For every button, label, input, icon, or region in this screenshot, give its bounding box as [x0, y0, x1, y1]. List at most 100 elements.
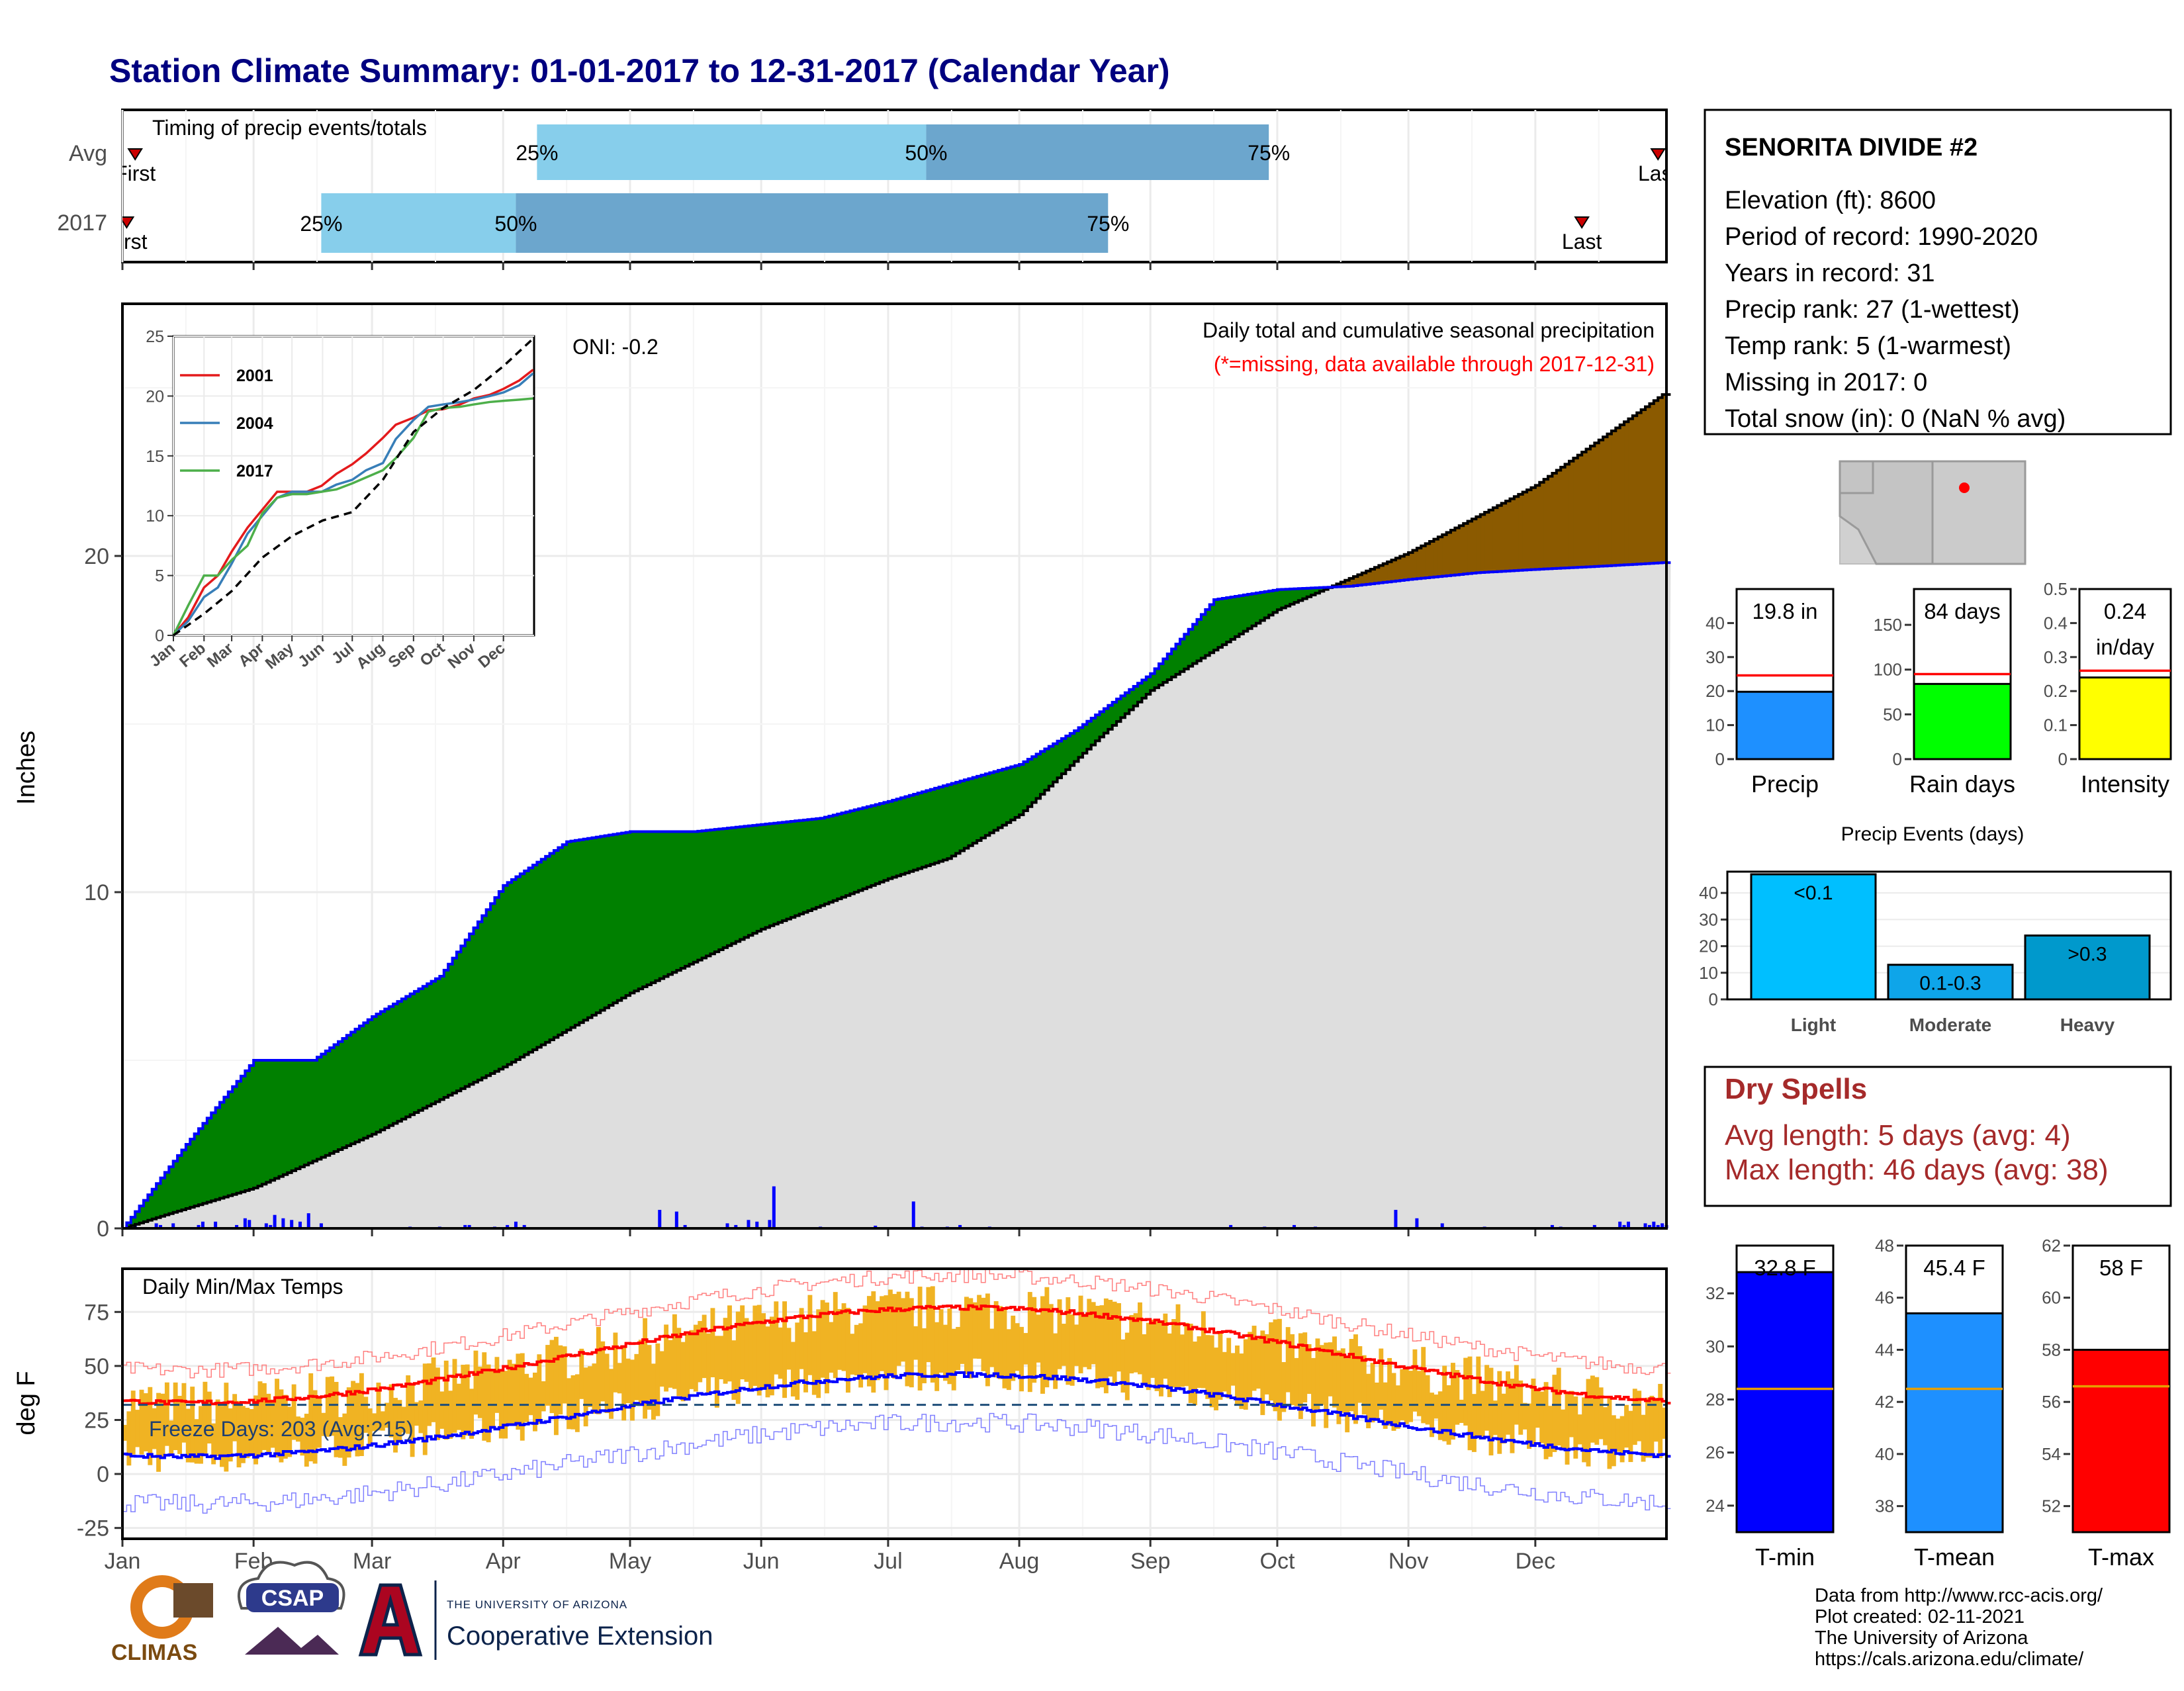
dry-spells-frame: [1704, 1066, 2172, 1207]
above-average-fill: [1167, 653, 1172, 680]
above-average-fill: [1082, 724, 1087, 754]
page-title: Station Climate Summary: 01-01-2017 to 1…: [109, 52, 1170, 89]
daily-precip-bar: [235, 1224, 239, 1228]
daily-temp-range-bar: [1120, 1339, 1126, 1393]
above-average-fill: [1133, 686, 1138, 706]
above-average-fill: [261, 1060, 267, 1185]
daily-temp-range-bar: [1078, 1295, 1083, 1373]
daily-temp-range-bar: [744, 1318, 749, 1382]
above-average-fill: [456, 952, 461, 1091]
summary-chart-precip: 0 10 20 30 40 19.8 in Precip: [1706, 588, 1835, 798]
daily-temp-range-bar: [1404, 1366, 1409, 1424]
csap-badge: [246, 1583, 339, 1612]
daily-temp-range-bar: [596, 1326, 601, 1414]
below-average-fill: [1632, 416, 1637, 565]
daily-temp-range-bar: [574, 1374, 580, 1432]
above-average-fill: [1269, 590, 1274, 616]
daily-precip-bar: [1415, 1218, 1419, 1228]
precip-events-title: Precip Events (days): [1841, 823, 2025, 845]
above-average-fill: [139, 1206, 144, 1223]
month-label: May: [609, 1549, 651, 1574]
daily-temp-range-bar: [1471, 1394, 1477, 1452]
daily-temp-range-bar: [926, 1287, 931, 1363]
daily-temp-range-bar: [583, 1367, 588, 1427]
above-average-fill: [1281, 589, 1287, 608]
summary-y-tick-label: 48: [1875, 1236, 1894, 1256]
below-average-fill: [1556, 470, 1561, 569]
daily-precip-bar: [154, 1223, 158, 1228]
daily-temp-range-bar: [206, 1391, 212, 1444]
below-average-fill: [1658, 397, 1663, 563]
daily-temp-range-bar: [1209, 1335, 1214, 1408]
summary-y-tick-label: 0.4: [2044, 613, 2068, 633]
daily-temp-range-bar: [1201, 1311, 1206, 1389]
above-average-fill: [1040, 751, 1046, 795]
summary-y-tick-label: 24: [1706, 1496, 1725, 1516]
daily-temp-range-bar: [1087, 1299, 1092, 1369]
daily-temp-range-bar: [972, 1302, 978, 1359]
above-average-fill: [490, 903, 496, 1074]
daily-temp-range-bar: [456, 1383, 461, 1430]
daily-temp-range-bar: [981, 1297, 986, 1371]
below-average-fill: [1573, 458, 1578, 568]
below-average-fill: [1387, 561, 1392, 582]
daily-temp-range-bar: [1374, 1383, 1379, 1419]
daily-temp-range-bar: [1416, 1371, 1422, 1416]
above-average-fill: [1002, 769, 1007, 825]
daily-temp-range-bar: [317, 1398, 322, 1448]
timing-row-2017-label: 2017: [57, 210, 107, 236]
daily-temp-range-bar: [934, 1322, 940, 1391]
daily-temp-range-bar: [1188, 1323, 1193, 1403]
climas-logo-text: CLIMAS: [111, 1640, 197, 1665]
above-average-fill: [185, 1144, 191, 1209]
daily-temp-range-bar: [261, 1383, 267, 1450]
station-temp-rank: Temp rank: 5 (1-warmest): [1725, 332, 2011, 360]
above-average-fill: [473, 927, 478, 1083]
above-average-fill: [224, 1097, 229, 1197]
above-average-fill: [1298, 588, 1303, 601]
above-average-fill: [194, 1134, 199, 1207]
summary-value-label: 84 days: [1924, 599, 2001, 623]
daily-temp-range-bar: [330, 1376, 335, 1436]
above-average-fill: [503, 885, 508, 1068]
below-average-fill: [1662, 394, 1667, 563]
daily-temp-range-bar: [1044, 1287, 1050, 1388]
above-average-fill: [130, 1217, 136, 1226]
station-precip-rank: Precip rank: 27 (1-wettest): [1725, 296, 2020, 324]
daily-temp-range-bar: [1552, 1375, 1557, 1452]
above-average-fill: [1251, 593, 1257, 626]
daily-temp-range-bar: [1607, 1398, 1612, 1469]
daily-temp-range-bar: [825, 1303, 829, 1394]
daily-temp-range-bar: [579, 1348, 584, 1399]
inset-y-tick-label: 20: [146, 387, 164, 406]
daily-precip-bar: [463, 1224, 467, 1228]
daily-temp-range-bar: [477, 1366, 482, 1418]
footer-data-source: Data from http://www.rcc-acis.org/: [1815, 1585, 2103, 1606]
summary-value-label: 32.8 F: [1754, 1256, 1816, 1280]
below-average-fill: [1412, 550, 1418, 579]
daily-temp-range-bar: [1324, 1342, 1329, 1428]
temp-y-tick-label: 75: [84, 1300, 109, 1325]
daily-temp-range-bar: [211, 1423, 216, 1465]
daily-temp-range-bar: [909, 1298, 914, 1388]
daily-temp-range-bar: [533, 1372, 537, 1432]
daily-temp-range-bar: [148, 1387, 153, 1465]
station-info-frame: [1704, 109, 2172, 435]
daily-temp-range-bar: [173, 1382, 178, 1451]
temperature-panel: -25 0 25 50 75 deg F Daily Min/Max Temps Fre…: [13, 1267, 1671, 1574]
daily-temp-range-bar: [1251, 1326, 1257, 1391]
below-average-fill: [1603, 437, 1608, 567]
below-average-fill: [1641, 410, 1646, 564]
below-average-fill: [1527, 490, 1532, 571]
below-average-fill: [1345, 580, 1350, 587]
above-average-fill: [355, 1028, 360, 1142]
temperature-summary-bars: 24 26 28 30 32 32.8 F T-min 38 40 42 44 46 48 45.4 F T…: [1706, 1236, 2171, 1571]
daily-temp-range-bar: [1273, 1319, 1278, 1412]
below-average-fill: [1582, 452, 1587, 567]
above-average-fill: [266, 1060, 271, 1183]
daily-temp-range-bar: [1340, 1348, 1345, 1413]
daily-temp-range-bar: [621, 1345, 627, 1421]
precip-y-tick-label: 10: [84, 880, 109, 905]
above-average-fill: [1006, 768, 1011, 823]
summary-y-tick-label: 0.2: [2044, 681, 2068, 701]
